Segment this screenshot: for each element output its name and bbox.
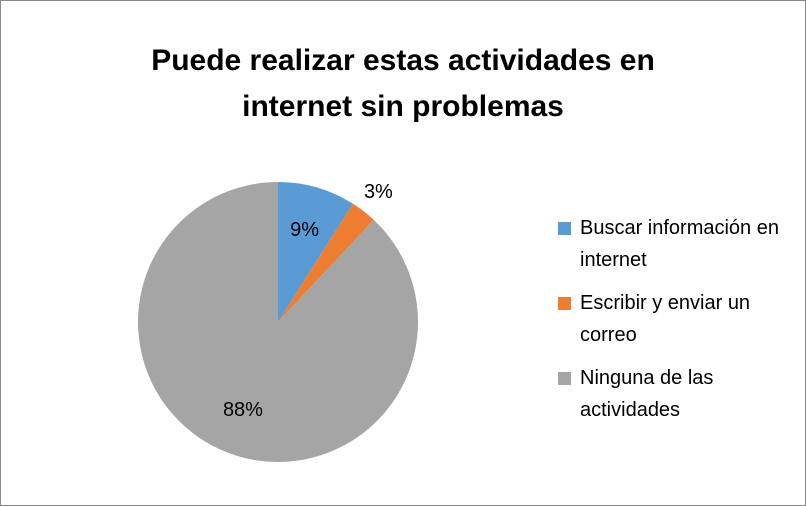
legend-item: Escribir y enviar un correo <box>558 287 795 351</box>
legend-item: Ninguna de las actividades <box>558 362 795 426</box>
legend-label: Escribir y enviar un correo <box>580 292 751 346</box>
data-label: 88% <box>223 399 263 421</box>
pie-slice <box>278 182 354 322</box>
pie-slice <box>137 182 418 462</box>
pie-slice <box>278 203 374 322</box>
legend: Buscar información en internet Escribir y… <box>558 212 798 437</box>
data-label: 3% <box>364 181 393 203</box>
legend-swatch <box>558 372 571 385</box>
legend-swatch <box>558 297 571 310</box>
legend-item: Buscar información en internet <box>558 212 795 276</box>
legend-label: Ninguna de las actividades <box>580 367 714 421</box>
chart-title: Puede realizar estas actividades en inte… <box>151 44 655 123</box>
legend-swatch <box>558 222 571 235</box>
data-label: 9% <box>290 219 319 241</box>
legend-label: Buscar información en internet <box>580 217 779 271</box>
